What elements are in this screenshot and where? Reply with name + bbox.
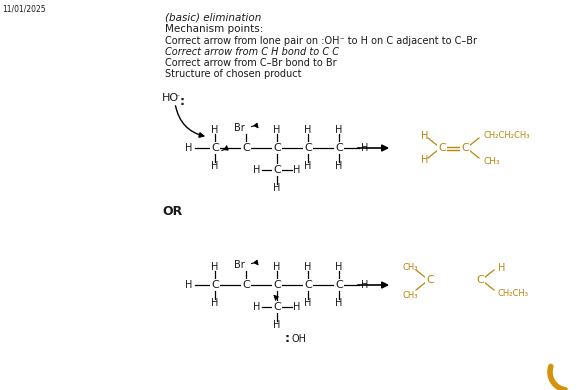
Text: H: H bbox=[362, 143, 369, 153]
Text: Br: Br bbox=[234, 260, 244, 270]
Text: C: C bbox=[242, 143, 250, 153]
Text: H: H bbox=[254, 165, 261, 175]
Text: Mechanism points:: Mechanism points: bbox=[165, 24, 264, 34]
Text: H: H bbox=[254, 302, 261, 312]
Text: Structure of chosen product: Structure of chosen product bbox=[165, 69, 302, 79]
Text: CH₂CH₃: CH₂CH₃ bbox=[498, 289, 529, 298]
Text: H: H bbox=[274, 125, 281, 135]
Text: H: H bbox=[211, 125, 219, 135]
Text: H: H bbox=[294, 165, 301, 175]
Text: H: H bbox=[304, 298, 312, 308]
Text: CH₃: CH₃ bbox=[402, 291, 418, 300]
Text: C: C bbox=[426, 275, 434, 285]
Text: C: C bbox=[273, 280, 281, 290]
Text: H: H bbox=[185, 280, 193, 290]
Text: OH: OH bbox=[291, 334, 306, 344]
Text: C: C bbox=[476, 275, 484, 285]
Text: H: H bbox=[421, 131, 429, 141]
Text: OR: OR bbox=[162, 205, 182, 218]
Text: H: H bbox=[304, 161, 312, 171]
Text: H: H bbox=[211, 262, 219, 272]
Text: H: H bbox=[335, 161, 343, 171]
Text: C: C bbox=[273, 165, 281, 175]
Text: H: H bbox=[335, 298, 343, 308]
Text: H: H bbox=[211, 161, 219, 171]
Text: CH₃: CH₃ bbox=[483, 158, 500, 167]
Text: ⁻: ⁻ bbox=[176, 92, 180, 101]
Text: H: H bbox=[304, 125, 312, 135]
Text: H: H bbox=[274, 183, 281, 193]
Text: C: C bbox=[335, 280, 343, 290]
Text: C: C bbox=[273, 302, 281, 312]
Text: (basic) elimination: (basic) elimination bbox=[165, 12, 261, 22]
Text: H: H bbox=[211, 298, 219, 308]
Text: H: H bbox=[185, 143, 193, 153]
Text: H: H bbox=[362, 280, 369, 290]
Text: Correct arrow from C H bond to C C: Correct arrow from C H bond to C C bbox=[165, 47, 339, 57]
Text: H: H bbox=[274, 262, 281, 272]
Text: C: C bbox=[304, 280, 312, 290]
Text: 11/01/2025: 11/01/2025 bbox=[2, 5, 46, 14]
Text: CH₂CH₂CH₃: CH₂CH₂CH₃ bbox=[483, 131, 529, 140]
Text: C: C bbox=[211, 280, 219, 290]
Text: C: C bbox=[242, 280, 250, 290]
Text: C: C bbox=[211, 143, 219, 153]
Text: H: H bbox=[304, 262, 312, 272]
Text: :: : bbox=[285, 333, 290, 346]
Text: HO: HO bbox=[162, 93, 179, 103]
Text: H: H bbox=[498, 263, 505, 273]
Text: H: H bbox=[274, 320, 281, 330]
Text: :: : bbox=[180, 95, 185, 108]
Text: C: C bbox=[438, 143, 446, 153]
Text: H: H bbox=[421, 155, 429, 165]
Text: C: C bbox=[304, 143, 312, 153]
Text: H: H bbox=[335, 262, 343, 272]
Text: CH₃: CH₃ bbox=[402, 262, 418, 271]
Text: C: C bbox=[273, 143, 281, 153]
Text: Correct arrow from lone pair on :OH⁻ to H on C adjacent to C–Br: Correct arrow from lone pair on :OH⁻ to … bbox=[165, 36, 477, 46]
Text: H: H bbox=[294, 302, 301, 312]
Text: Br: Br bbox=[234, 123, 244, 133]
Text: H: H bbox=[335, 125, 343, 135]
Text: Correct arrow from C–Br bond to Br: Correct arrow from C–Br bond to Br bbox=[165, 58, 336, 68]
Text: C: C bbox=[335, 143, 343, 153]
Text: C: C bbox=[461, 143, 469, 153]
